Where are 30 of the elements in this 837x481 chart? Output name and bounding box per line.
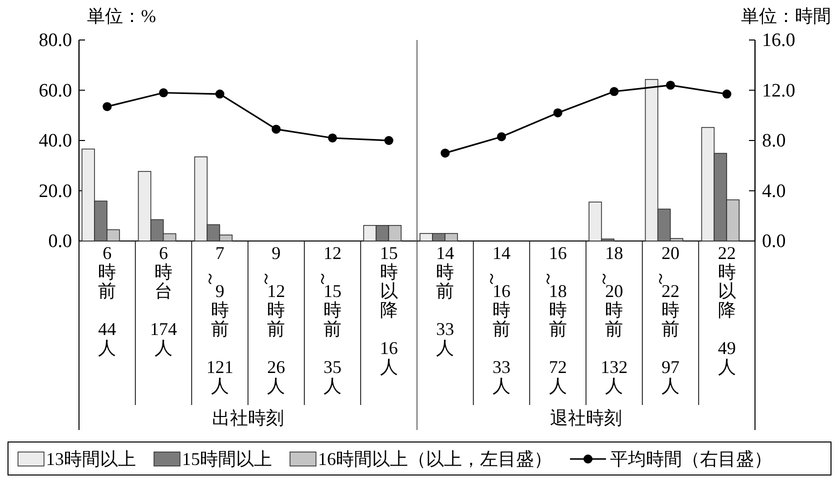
- ylabel: 単位：%: [87, 6, 156, 26]
- y-tick-label: 80.0: [38, 30, 72, 51]
- x-tick-label: 6時前 44人: [98, 243, 116, 358]
- legend-label: 16時間以上（以上，左目盛）: [318, 449, 552, 469]
- xlabel: 出社時刻: [212, 408, 284, 428]
- x-tick-label: 22時以降 49人: [718, 243, 736, 377]
- x-tick-label: 7～9時前 121人: [200, 243, 234, 396]
- x-tick-label: 20～22時前 97人: [652, 243, 680, 396]
- legend-label: 平均時間（右目盛）: [610, 449, 772, 469]
- x-tick-label: 18～20時前 132人: [595, 243, 628, 396]
- xlabel: 退社時刻: [550, 408, 622, 428]
- y2-tick-label: 0.0: [762, 231, 786, 252]
- y-tick-label: 40.0: [38, 130, 72, 152]
- legend-label: 13時間以上: [46, 449, 136, 469]
- y2-tick-label: 4.0: [762, 180, 786, 202]
- y2-tick-label: 12.0: [762, 80, 796, 102]
- x-tick-label: 12～15時前 35人: [314, 243, 342, 396]
- legend-label: 15時間以上: [182, 449, 272, 469]
- x-tick-label: 6時台 174人: [150, 243, 177, 358]
- y2-tick-label: 8.0: [762, 130, 786, 152]
- x-tick-label: 15時以降 16人: [380, 243, 398, 377]
- x-tick-label: 14～16時前 33人: [482, 243, 510, 396]
- y-tick-label: 60.0: [38, 80, 72, 102]
- y2-tick-label: 16.0: [762, 30, 796, 51]
- x-tick-label: 16～18時前 72人: [538, 243, 567, 396]
- x-tick-label: 14時前 33人: [436, 243, 454, 358]
- x-tick-label: 9～12時前 26人: [257, 243, 286, 396]
- y-tick-label: 20.0: [38, 180, 72, 202]
- y-tick-label: 0.0: [48, 231, 72, 252]
- y2label: 単位：時間: [741, 6, 831, 26]
